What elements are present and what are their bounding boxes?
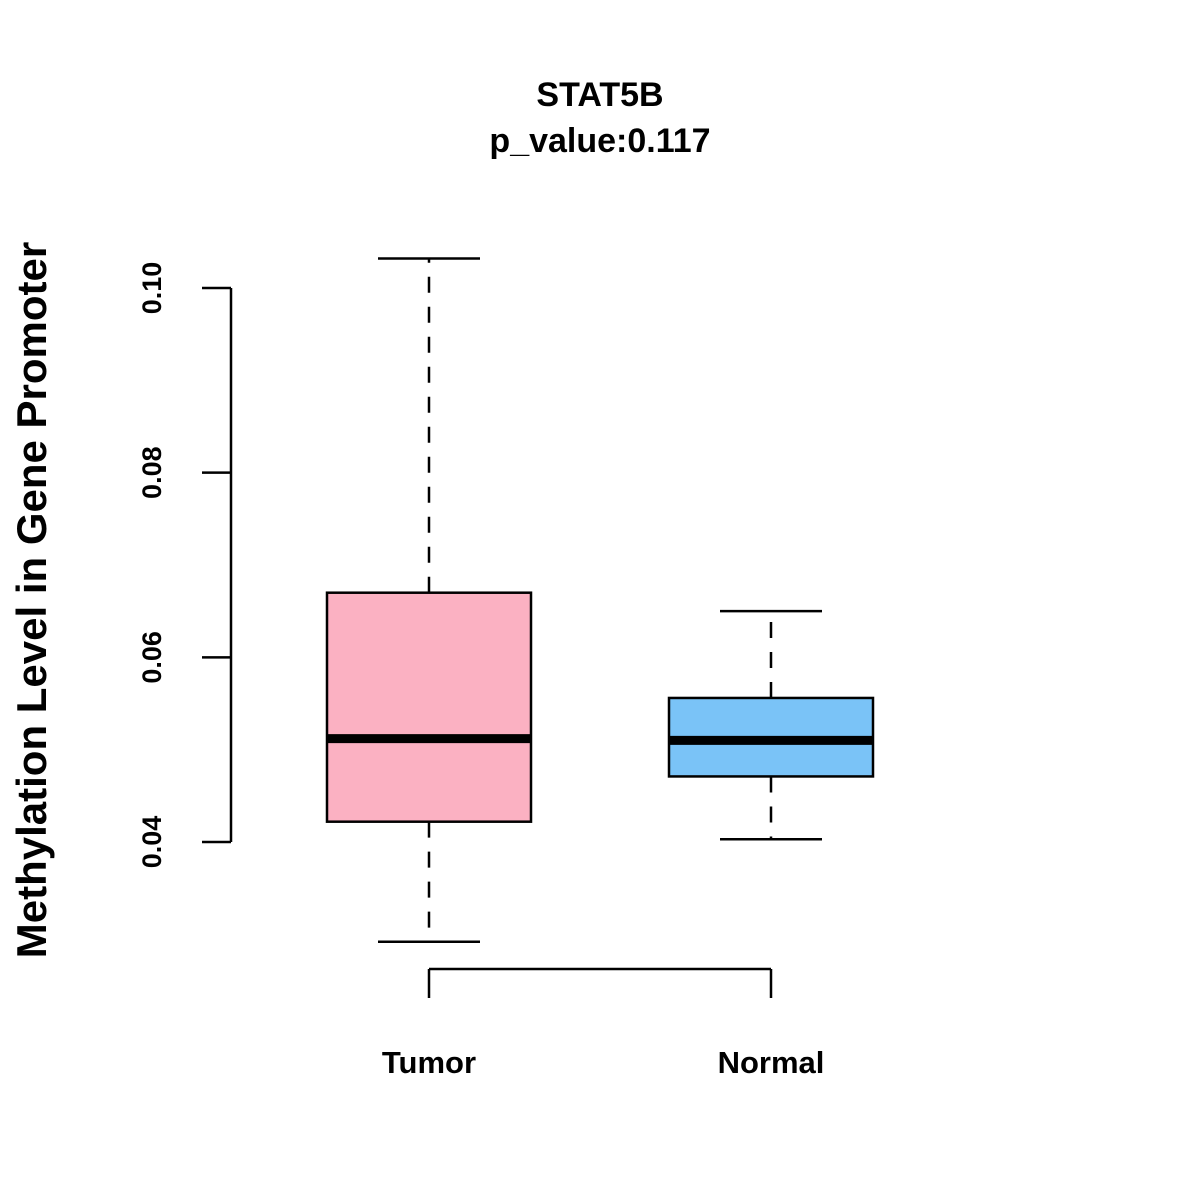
- y-tick-label: 0.08: [137, 446, 167, 499]
- box-normal: [667, 609, 875, 841]
- iqr-box: [325, 591, 533, 823]
- chart-subtitle: p_value:0.117: [489, 122, 710, 160]
- y-axis: 0.04 0.06 0.08 0.10: [137, 262, 233, 869]
- x-axis: Tumor Normal: [382, 967, 825, 1080]
- x-tick-label: Tumor: [382, 1045, 476, 1080]
- y-tick-label: 0.04: [137, 816, 167, 869]
- x-tick-label: Normal: [718, 1045, 825, 1080]
- y-axis-label: Methylation Level in Gene Promoter: [8, 242, 55, 958]
- chart-title: STAT5B: [536, 76, 663, 114]
- y-tick-label: 0.10: [137, 262, 167, 315]
- box-tumor: [325, 257, 533, 943]
- boxes-group: [325, 257, 875, 943]
- y-tick-label: 0.06: [137, 631, 167, 684]
